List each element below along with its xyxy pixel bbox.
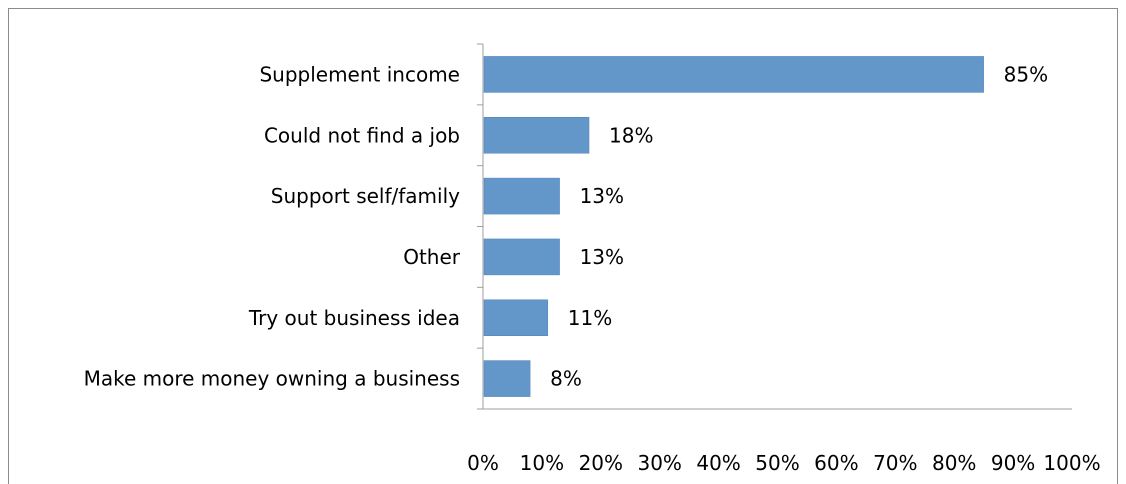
data-label: 18%	[609, 123, 653, 147]
x-tick-label: 20%	[579, 451, 623, 475]
x-tick-label: 50%	[755, 451, 799, 475]
bar	[483, 299, 549, 336]
data-label: 8%	[550, 367, 582, 391]
data-label: 11%	[568, 306, 612, 330]
x-tick-label: 0%	[467, 451, 499, 475]
labels-layer: 0% 10% 20% 30% 40% 50% 60% 70% 80% 90% 100% Supplem…	[84, 62, 1101, 475]
x-tick-label: 70%	[873, 451, 917, 475]
category-label: Make more money owning a business	[84, 367, 460, 391]
category-label: Try out business idea	[248, 306, 460, 330]
bar	[483, 177, 560, 215]
category-label: Support self/family	[271, 184, 460, 208]
bar	[483, 360, 531, 397]
category-label: Supplement income	[259, 62, 460, 86]
x-tick-label: 80%	[932, 451, 976, 475]
x-tick-label: 30%	[637, 451, 681, 475]
bar	[483, 56, 984, 93]
data-label: 13%	[580, 184, 624, 208]
bar	[483, 238, 560, 276]
x-tick-label: 40%	[696, 451, 740, 475]
bars-layer	[483, 56, 984, 397]
x-tick-label: 10%	[520, 451, 564, 475]
data-label: 13%	[580, 245, 624, 269]
category-label: Other	[403, 245, 461, 269]
data-label: 85%	[1004, 62, 1048, 86]
x-tick-label: 90%	[991, 451, 1035, 475]
bar	[483, 117, 590, 154]
x-tick-label: 100%	[1043, 451, 1100, 475]
axis-layer	[477, 43, 1072, 410]
x-tick-label: 60%	[814, 451, 858, 475]
category-label: Could not find a job	[264, 123, 460, 147]
